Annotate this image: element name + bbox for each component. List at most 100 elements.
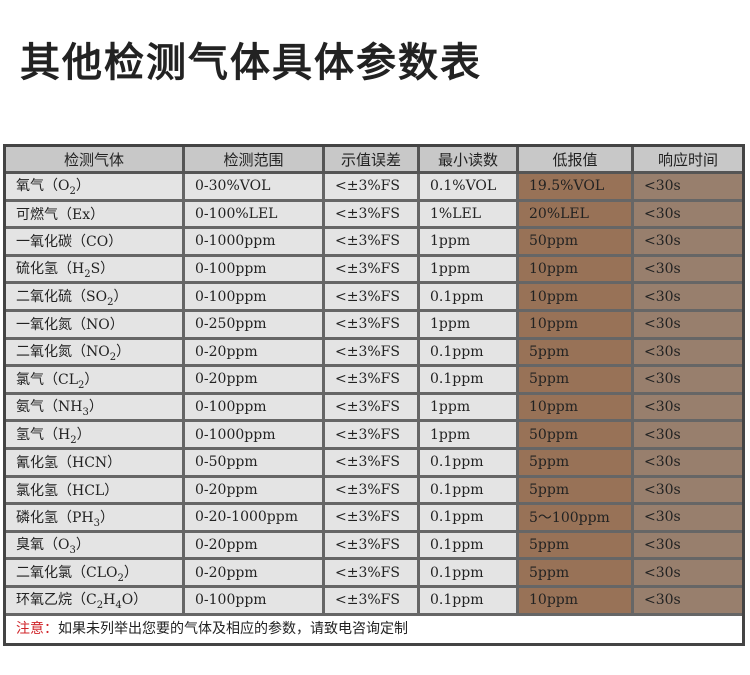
error: <±3%FS — [325, 256, 420, 285]
table-row: 氯化氢（HCL） 0-20ppm <±3%FS 0.1ppm 5ppm <30s — [6, 477, 742, 506]
gas-name-part: ） — [113, 288, 128, 305]
column-header: 示值误差 — [325, 147, 420, 174]
range: 0-100ppm — [185, 587, 325, 616]
response-time: <30s — [634, 311, 742, 340]
response-time: <30s — [634, 449, 742, 478]
low-alarm: 5ppm — [519, 477, 634, 506]
table-row: 可燃气（Ex） 0-100%LEL <±3%FS 1%LEL 20%LEL <30s — [6, 201, 742, 230]
low-alarm: 10ppm — [519, 394, 634, 423]
gas-name-part: 2 — [84, 268, 91, 280]
gas-name-part: 氨气（NH — [16, 399, 83, 416]
table-row: 一氧化氮（NO） 0-250ppm <±3%FS 1ppm 10ppm <30s — [6, 311, 742, 340]
response-time: <30s — [634, 422, 742, 450]
gas-name-part: 磷化氢（PH — [16, 509, 94, 526]
error: <±3%FS — [325, 449, 420, 478]
response-time: <30s — [634, 174, 742, 202]
gas-name: 氧气（O2） — [6, 174, 185, 202]
gas-name-part: ） — [88, 399, 103, 416]
response-time: <30s — [634, 229, 742, 257]
gas-name: 二氧化氯（CLO2） — [6, 560, 185, 588]
gas-name-part: O） — [121, 592, 148, 609]
low-alarm: 5ppm — [519, 449, 634, 478]
error: <±3%FS — [325, 394, 420, 423]
table-row: 二氧化硫（SO2） 0-100ppm <±3%FS 0.1ppm 10ppm <30s — [6, 284, 742, 312]
response-time: <30s — [634, 339, 742, 368]
response-time: <30s — [634, 560, 742, 588]
gas-parameter-table: 检测气体 检测范围 示值误差 最小读数 低报值 响应时间 氧气（O2） 0-30%VOL <±… — [3, 144, 745, 646]
gas-name-part: 氢气（H — [16, 426, 71, 443]
range: 0-100ppm — [185, 394, 325, 423]
range: 0-100%LEL — [185, 201, 325, 230]
range: 0-1000ppm — [185, 229, 325, 257]
min-reading: 0.1ppm — [420, 367, 519, 395]
min-reading: 1ppm — [420, 422, 519, 450]
gas-name-part: 2 — [78, 379, 85, 391]
range: 0-20ppm — [185, 477, 325, 506]
column-header: 检测范围 — [185, 147, 325, 174]
gas-name-part: 一氧化氮（NO） — [16, 317, 124, 334]
note-label: 注意： — [16, 620, 58, 637]
min-reading: 0.1ppm — [420, 560, 519, 588]
table-row: 氢气（H2） 0-1000ppm <±3%FS 1ppm 50ppm <30s — [6, 422, 742, 450]
low-alarm: 50ppm — [519, 229, 634, 257]
min-reading: 0.1ppm — [420, 449, 519, 478]
gas-name-part: ） — [75, 178, 90, 195]
gas-name-part: 2 — [117, 572, 124, 584]
gas-name-part: H — [103, 592, 116, 609]
gas-name-part: ） — [75, 537, 90, 554]
gas-name: 臭氧（O3） — [6, 532, 185, 561]
gas-name-part: 环氧乙烷（C — [16, 592, 97, 609]
gas-name-part: ） — [116, 343, 131, 360]
gas-name-part: 3 — [93, 517, 101, 529]
column-header: 最小读数 — [420, 147, 519, 174]
gas-name-part: 氧气（O — [16, 178, 70, 195]
low-alarm: 10ppm — [519, 311, 634, 340]
low-alarm: 5ppm — [519, 560, 634, 588]
table-row: 环氧乙烷（C2H4O） 0-100ppm <±3%FS 0.1ppm 10ppm <30s — [6, 587, 742, 616]
min-reading: 0.1%VOL — [420, 174, 519, 202]
gas-name: 硫化氢（H2S） — [6, 256, 185, 285]
min-reading: 0.1ppm — [420, 284, 519, 312]
min-reading: 0.1ppm — [420, 532, 519, 561]
table-row: 二氧化氮（NO2） 0-20ppm <±3%FS 0.1ppm 5ppm <30s — [6, 339, 742, 368]
range: 0-20-1000ppm — [185, 505, 325, 533]
column-header: 响应时间 — [634, 147, 742, 174]
response-time: <30s — [634, 505, 742, 533]
error: <±3%FS — [325, 560, 420, 588]
gas-name-part: 3 — [82, 406, 89, 418]
min-reading: 1ppm — [420, 394, 519, 423]
low-alarm: 5ppm — [519, 367, 634, 395]
table-row: 氨气（NH3） 0-100ppm <±3%FS 1ppm 10ppm <30s — [6, 394, 742, 423]
gas-name-part: ） — [100, 509, 115, 526]
response-time: <30s — [634, 532, 742, 561]
low-alarm: 50ppm — [519, 422, 634, 450]
range: 0-250ppm — [185, 311, 325, 340]
range: 0-1000ppm — [185, 422, 325, 450]
min-reading: 1ppm — [420, 311, 519, 340]
response-time: <30s — [634, 367, 742, 395]
gas-name-part: 3 — [69, 544, 76, 556]
min-reading: 0.1ppm — [420, 587, 519, 616]
gas-name-part: 2 — [69, 186, 76, 198]
gas-name-part: ） — [76, 426, 91, 443]
low-alarm: 20%LEL — [519, 201, 634, 230]
range: 0-20ppm — [185, 560, 325, 588]
gas-name-part: 氯化氢（HCL） — [16, 482, 119, 499]
table-header-row: 检测气体 检测范围 示值误差 最小读数 低报值 响应时间 — [6, 147, 742, 174]
min-reading: 0.1ppm — [420, 339, 519, 368]
low-alarm: 5ppm — [519, 339, 634, 368]
gas-name-part: 2 — [96, 600, 104, 612]
response-time: <30s — [634, 256, 742, 285]
error: <±3%FS — [325, 229, 420, 257]
gas-name: 二氧化氮（NO2） — [6, 339, 185, 368]
error: <±3%FS — [325, 532, 420, 561]
range: 0-20ppm — [185, 532, 325, 561]
gas-name: 氯化氢（HCL） — [6, 477, 185, 506]
gas-name-part: 臭氧（O — [16, 537, 70, 554]
gas-name-part: S） — [90, 261, 115, 278]
response-time: <30s — [634, 284, 742, 312]
low-alarm: 10ppm — [519, 284, 634, 312]
low-alarm: 19.5%VOL — [519, 174, 634, 202]
min-reading: 0.1ppm — [420, 505, 519, 533]
table-row: 磷化氢（PH3） 0-20-1000ppm <±3%FS 0.1ppm 5～100ppm… — [6, 505, 742, 533]
